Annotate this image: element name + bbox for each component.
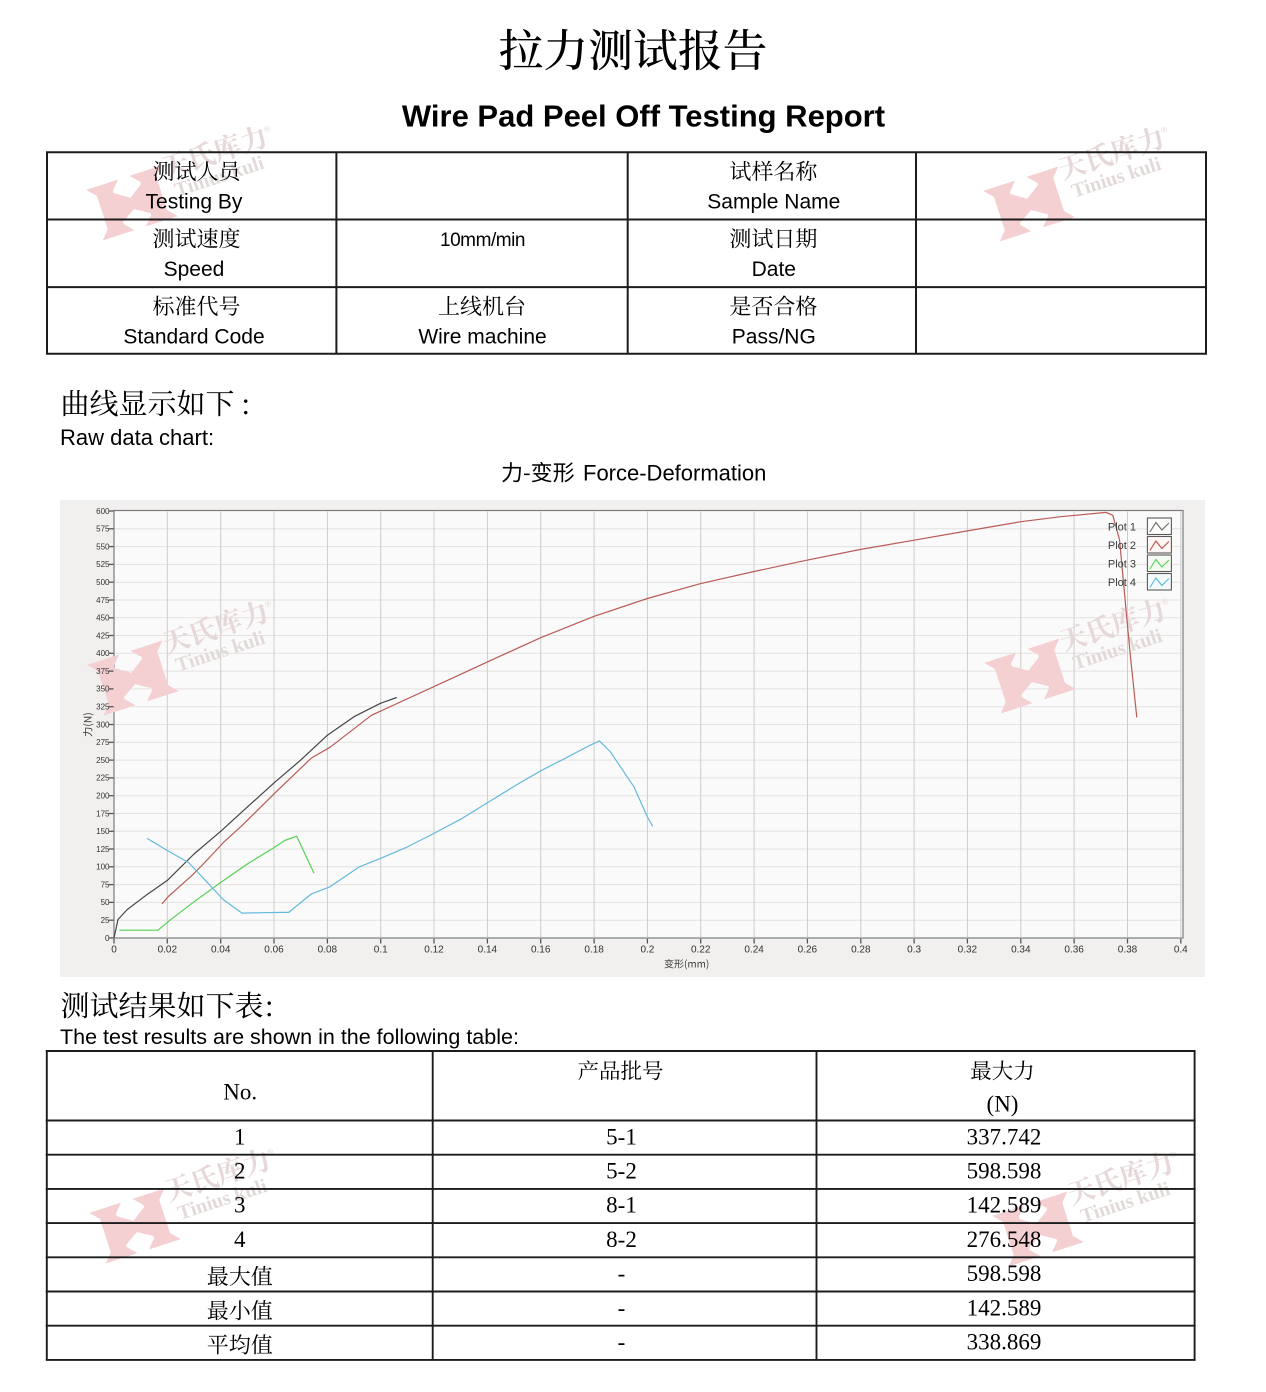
svg-text:598.598: 598.598: [967, 1159, 1042, 1184]
svg-text:Sample Name: Sample Name: [707, 191, 840, 214]
svg-text:0.3: 0.3: [907, 945, 921, 956]
svg-text:Raw data chart:: Raw data chart:: [60, 425, 214, 450]
svg-text:0.04: 0.04: [211, 945, 231, 956]
svg-text:8-1: 8-1: [606, 1193, 637, 1218]
svg-text:0.28: 0.28: [851, 945, 871, 956]
svg-text:Force-Deformation: Force-Deformation: [583, 461, 766, 486]
svg-text:(N): (N): [987, 1092, 1019, 1117]
svg-text:-: -: [618, 1261, 626, 1286]
svg-text:425: 425: [96, 631, 110, 640]
svg-text:8-2: 8-2: [606, 1227, 637, 1252]
svg-text:338.869: 338.869: [967, 1330, 1042, 1355]
svg-text:The test results are shown in: The test results are shown in the follow…: [60, 1025, 519, 1049]
svg-text:No.: No.: [223, 1080, 257, 1105]
svg-text:600: 600: [96, 507, 110, 516]
svg-text:0.4: 0.4: [1174, 945, 1188, 956]
svg-text:525: 525: [96, 560, 110, 569]
svg-text:Plot 2: Plot 2: [1108, 540, 1136, 552]
svg-text:475: 475: [96, 596, 110, 605]
svg-text:550: 550: [96, 542, 110, 551]
svg-text:10mm/min: 10mm/min: [440, 230, 525, 251]
svg-text:0.08: 0.08: [318, 945, 338, 956]
svg-text:2: 2: [234, 1159, 246, 1184]
svg-text:0: 0: [111, 945, 117, 956]
svg-text:0.18: 0.18: [584, 945, 604, 956]
svg-text:25: 25: [101, 916, 110, 925]
svg-text:0.34: 0.34: [1011, 945, 1031, 956]
svg-text:375: 375: [96, 667, 110, 676]
svg-text:75: 75: [101, 880, 110, 889]
svg-text:0.12: 0.12: [424, 945, 444, 956]
svg-text:0.38: 0.38: [1118, 945, 1138, 956]
svg-text:Standard Code: Standard Code: [123, 325, 264, 348]
svg-text:125: 125: [96, 845, 110, 854]
svg-text:150: 150: [96, 827, 110, 836]
svg-text:0.06: 0.06: [264, 945, 284, 956]
svg-text:0: 0: [105, 934, 110, 943]
svg-text:450: 450: [96, 614, 110, 623]
svg-text:50: 50: [101, 898, 110, 907]
svg-text:275: 275: [96, 738, 110, 747]
svg-text:Wire Pad Peel Off Testing Repo: Wire Pad Peel Off Testing Report: [402, 99, 885, 134]
svg-text:276.548: 276.548: [967, 1227, 1042, 1252]
svg-text:175: 175: [96, 809, 110, 818]
svg-text:1: 1: [234, 1124, 246, 1149]
svg-text:4: 4: [234, 1227, 246, 1252]
svg-text:Plot 3: Plot 3: [1108, 559, 1136, 571]
svg-text:200: 200: [96, 792, 110, 801]
svg-text:Plot 1: Plot 1: [1108, 522, 1136, 534]
svg-text:Plot 4: Plot 4: [1108, 577, 1136, 589]
svg-text:0.16: 0.16: [531, 945, 551, 956]
svg-text:0.1: 0.1: [374, 945, 388, 956]
svg-text:142.589: 142.589: [967, 1193, 1042, 1218]
svg-text:Date: Date: [752, 258, 796, 281]
svg-text:Pass/NG: Pass/NG: [732, 325, 816, 348]
svg-text:300: 300: [96, 720, 110, 729]
svg-text:-: -: [618, 1295, 626, 1320]
svg-text:0.02: 0.02: [158, 945, 178, 956]
svg-text:5-1: 5-1: [606, 1124, 637, 1149]
svg-text:575: 575: [96, 525, 110, 534]
svg-text:325: 325: [96, 703, 110, 712]
svg-text:5-2: 5-2: [606, 1159, 637, 1184]
svg-text:100: 100: [96, 863, 110, 872]
svg-text:0.22: 0.22: [691, 945, 711, 956]
svg-text:350: 350: [96, 685, 110, 694]
svg-text:337.742: 337.742: [967, 1124, 1042, 1149]
svg-text:598.598: 598.598: [967, 1261, 1042, 1286]
svg-text:500: 500: [96, 578, 110, 587]
svg-text:3: 3: [234, 1193, 246, 1218]
svg-text:0.2: 0.2: [640, 945, 654, 956]
svg-text:142.589: 142.589: [967, 1295, 1042, 1320]
svg-text:Speed: Speed: [164, 258, 225, 281]
svg-text:400: 400: [96, 649, 110, 658]
svg-text:0.36: 0.36: [1064, 945, 1084, 956]
svg-text:0.14: 0.14: [478, 945, 498, 956]
svg-text:0.32: 0.32: [958, 945, 978, 956]
svg-text:0.24: 0.24: [744, 945, 764, 956]
svg-text:0.26: 0.26: [798, 945, 818, 956]
svg-text:Testing By: Testing By: [146, 191, 243, 214]
svg-text:250: 250: [96, 756, 110, 765]
svg-text:-: -: [618, 1330, 626, 1355]
svg-text:225: 225: [96, 774, 110, 783]
svg-text:Wire machine: Wire machine: [418, 325, 546, 348]
